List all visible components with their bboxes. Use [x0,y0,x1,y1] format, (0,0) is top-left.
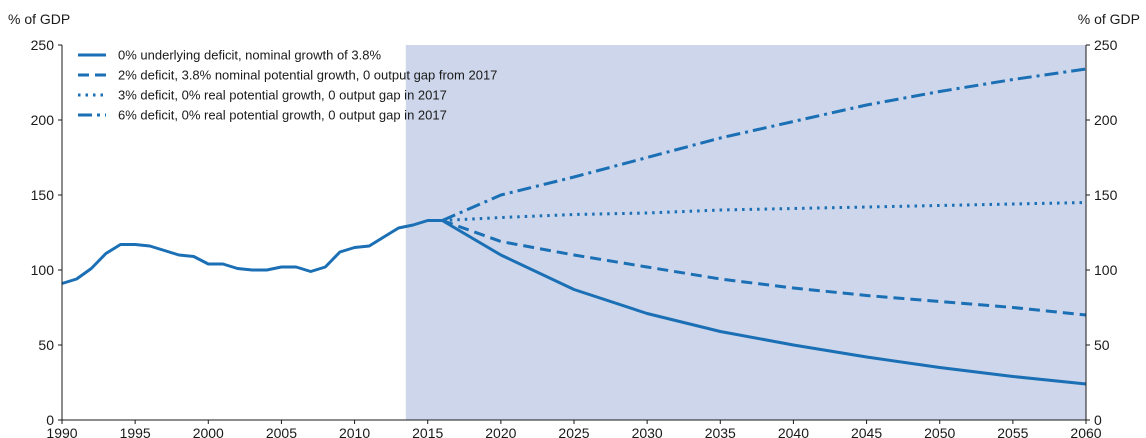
y-tick-label-right: 200 [1094,112,1118,128]
y-tick-label-left: 0 [46,412,54,428]
legend-label-3: 3% deficit, 0% real potential growth, 0 … [118,88,447,103]
axes: 0 0 50 50 100 100 150 150 200 200 250 250 1990 1995 20… [31,37,1118,438]
projection-shading [405,45,1086,420]
y-tick-label-right: 150 [1094,187,1118,203]
y-unit-right: % of GDP [1078,11,1140,27]
y-tick-label-left: 100 [31,262,55,278]
x-tick-label: 2005 [266,425,297,438]
x-tick-label: 2030 [632,425,663,438]
x-tick-label: 2000 [193,425,224,438]
x-tick-label: 2025 [558,425,589,438]
x-tick-label: 2050 [924,425,955,438]
y-tick-label-left: 50 [38,337,54,353]
x-tick-label: 2060 [1070,425,1101,438]
y-tick-label-right: 0 [1094,412,1102,428]
y-unit-left: % of GDP [8,11,70,27]
legend-label-2: 2% deficit, 3.8% nominal potential growt… [118,68,497,83]
x-tick-label: 2010 [339,425,370,438]
series-line-4 [441,67,1087,222]
x-tick-label: 2040 [778,425,809,438]
x-tick-label: 2015 [412,425,443,438]
legend-label-4: 6% deficit, 0% real potential growth, 0 … [118,108,447,123]
y-tick-label-right: 250 [1094,37,1118,53]
series-line-3 [442,201,1087,222]
x-tick-label: 1995 [120,425,151,438]
x-tick-label: 2055 [997,425,1028,438]
x-tick-label: 2035 [705,425,736,438]
series-lines [61,67,1087,386]
legend-label-1: 0% underlying deficit, nominal growth of… [118,48,381,63]
y-tick-label-right: 50 [1094,337,1110,353]
y-tick-label-right: 100 [1094,262,1118,278]
x-tick-label: 2045 [851,425,882,438]
y-tick-label-left: 200 [31,112,55,128]
y-tick-label-left: 250 [31,37,55,53]
legend: 0% underlying deficit, nominal growth of… [78,48,497,123]
x-tick-label: 2020 [485,425,516,438]
x-tick-label: 1990 [46,425,77,438]
y-tick-label-left: 150 [31,187,55,203]
series-line-1 [61,219,1087,386]
